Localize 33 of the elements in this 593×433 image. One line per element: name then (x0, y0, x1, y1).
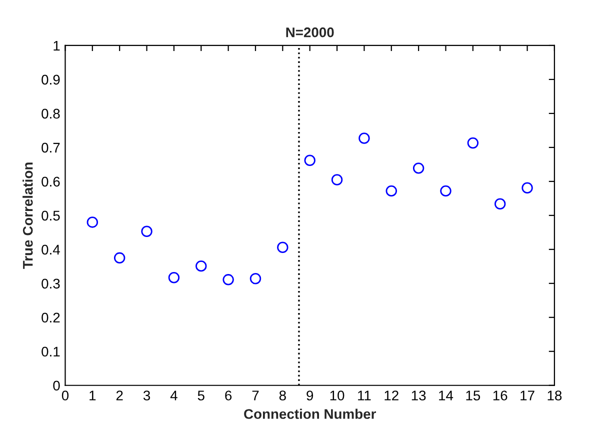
y-tick-label: 0.2 (42, 312, 60, 323)
x-tick-label: 12 (384, 390, 398, 400)
y-tick-label: 0.7 (42, 142, 60, 153)
x-tick-label: 3 (143, 390, 150, 400)
x-tick-label: 1 (90, 390, 96, 400)
x-tick-label: 15 (466, 390, 480, 400)
x-tick-label: 0 (62, 390, 69, 400)
y-tick-label: 0.4 (42, 244, 60, 255)
x-tick-label: 7 (252, 390, 259, 400)
x-tick-label: 2 (116, 390, 123, 400)
y-tick-label: 0.1 (42, 346, 60, 357)
y-tick-label: 1 (54, 40, 60, 50)
x-tick-label: 11 (358, 390, 371, 400)
chart-title: N=2000 (286, 27, 334, 38)
x-axis-title: Connection Number (244, 408, 376, 419)
x-tick-label: 16 (493, 390, 508, 400)
y-tick-label: 0.8 (42, 108, 60, 119)
x-tick-label: 6 (225, 390, 232, 400)
x-tick-label: 4 (170, 390, 178, 400)
y-tick-label: 0.3 (42, 278, 60, 289)
x-tick-label: 13 (412, 390, 426, 400)
y-tick-label: 0 (53, 380, 60, 391)
y-tick-label: 0.6 (42, 176, 60, 187)
x-tick-label: 14 (439, 390, 454, 400)
x-tick-label: 18 (548, 390, 562, 400)
y-axis-title: True Correlation (22, 162, 33, 269)
x-tick-label: 9 (306, 390, 314, 400)
y-tick-label: 0.9 (42, 74, 60, 85)
x-tick-label: 10 (330, 390, 344, 400)
y-tick-label: 0.5 (42, 210, 60, 221)
x-tick-label: 5 (198, 390, 204, 400)
x-tick-label: 17 (520, 390, 534, 400)
x-tick-label: 8 (279, 390, 286, 400)
